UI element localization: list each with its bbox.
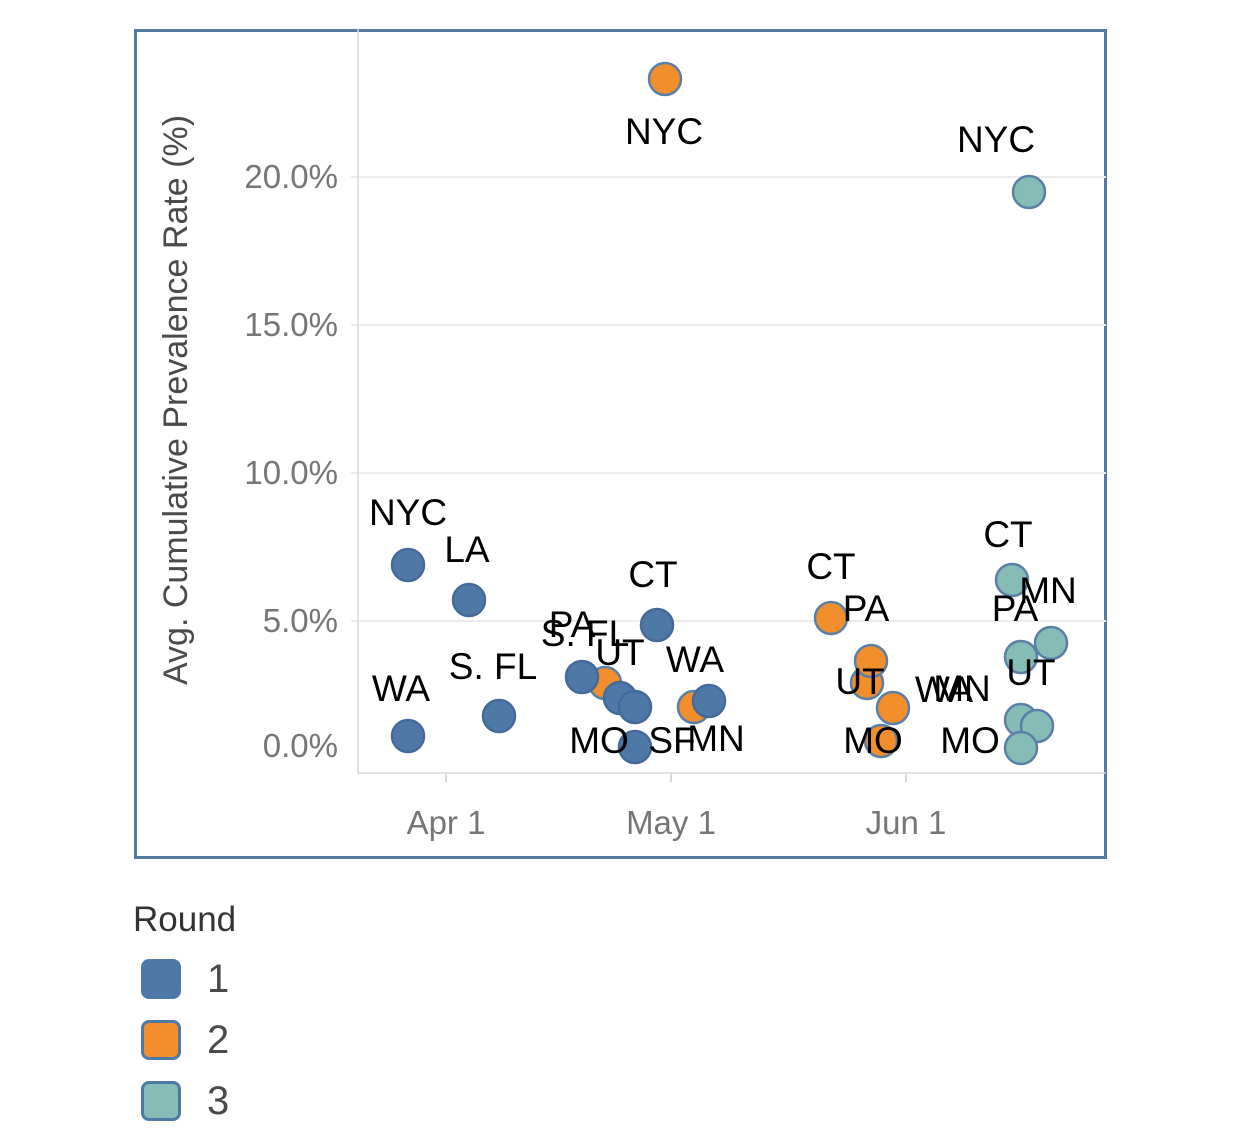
mark-label-mo-r1: MO xyxy=(569,720,629,761)
data-point-mn-r3[interactable] xyxy=(1033,625,1069,661)
y-tick-label: 15.0% xyxy=(244,306,338,343)
mark-label-la-r1: LA xyxy=(444,529,490,570)
mark-label-ut-r1: UT xyxy=(595,632,644,673)
mark-label-sfl-r2: S. FL xyxy=(541,613,629,654)
x-tick-label: Jun 1 xyxy=(866,804,947,841)
x-tick-label: Apr 1 xyxy=(407,804,486,841)
mark-label-mo-r3: MO xyxy=(940,720,1000,761)
mark-label-mn-r1: MN xyxy=(687,718,745,759)
mark-label-ct-r2: CT xyxy=(806,546,855,587)
data-point-la-r1[interactable] xyxy=(451,582,487,618)
y-tick-label: 0.0% xyxy=(263,727,338,764)
mark-label-sf-r1: SF xyxy=(648,720,695,761)
data-point-wa-r1[interactable] xyxy=(390,718,426,754)
data-point-mo-r3[interactable] xyxy=(1003,730,1039,766)
legend-item-label: 3 xyxy=(207,1078,230,1123)
mark-label-nyc-r3: NYC xyxy=(957,119,1035,160)
mark-label-wa-r2: WA xyxy=(666,639,725,680)
mark-label-mo-r2: MO xyxy=(843,720,903,761)
plot-border xyxy=(134,29,1107,859)
y-tick-label: 5.0% xyxy=(263,602,338,639)
mark-label-nyc-r1: NYC xyxy=(369,492,447,533)
legend-swatch-round-3-icon[interactable] xyxy=(141,1081,181,1121)
data-point-nyc-r1[interactable] xyxy=(390,547,426,583)
mark-label-mn-r2: MN xyxy=(933,668,991,709)
mark-label-sfl-r1: S. FL xyxy=(449,646,537,687)
y-axis-title: Avg. Cumulative Prevalence Rate (%) xyxy=(157,115,195,685)
mark-label-ct-r3: CT xyxy=(983,514,1032,555)
data-point-pa-r3[interactable] xyxy=(1003,639,1039,675)
legend-item-label: 1 xyxy=(207,956,230,1001)
data-point-nyc-r2[interactable] xyxy=(647,61,683,97)
data-point-ct-r3[interactable] xyxy=(994,562,1030,598)
data-point-nyc-r3[interactable] xyxy=(1011,174,1047,210)
legend-item-round-3[interactable]: 3 xyxy=(133,1078,236,1123)
legend-item-round-2[interactable]: 2 xyxy=(133,1017,236,1062)
mark-label-pa-r1: PA xyxy=(549,604,596,645)
data-point-pa-r1[interactable] xyxy=(564,659,600,695)
mark-label-pa-r2: PA xyxy=(843,588,890,629)
mark-label-pa-r3: PA xyxy=(992,588,1039,629)
data-point-mn-r1[interactable] xyxy=(691,683,727,719)
data-point-sfl-r1[interactable] xyxy=(481,698,517,734)
mark-label-mn-r3: MN xyxy=(1019,570,1077,611)
data-point-mo-r1[interactable] xyxy=(617,689,653,725)
legend-title: Round xyxy=(133,900,237,939)
data-point-mo-r2[interactable] xyxy=(863,723,899,759)
mark-label-wa-r1: WA xyxy=(372,668,431,709)
mark-label-wa-r3: WA xyxy=(915,669,974,710)
y-tick-label: 10.0% xyxy=(244,454,338,491)
mark-label-ut-r2: UT xyxy=(835,661,884,702)
data-point-ct-r1[interactable] xyxy=(639,607,675,643)
mark-label-ct-r1: CT xyxy=(628,554,677,595)
data-point-pa-r2[interactable] xyxy=(853,643,889,679)
mark-label-nyc-r2: NYC xyxy=(625,111,703,152)
mark-label-ut-r3: UT xyxy=(1006,652,1055,693)
legend-swatch-round-1-icon[interactable] xyxy=(141,959,181,999)
scatter-plot: Apr 1 May 1 Jun 1 0.0% 5.0% 10.0% 15.0% 20.0% Av… xyxy=(134,28,1107,859)
data-point-ct-r2[interactable] xyxy=(813,600,849,636)
y-tick-label: 20.0% xyxy=(244,158,338,195)
data-point-sf-r1[interactable] xyxy=(617,729,653,765)
legend: Round 1 2 3 xyxy=(133,900,236,1138)
legend-item-label: 2 xyxy=(207,1017,230,1062)
data-point-mn-r2[interactable] xyxy=(875,690,911,726)
x-tick-label: May 1 xyxy=(626,804,716,841)
legend-swatch-round-2-icon[interactable] xyxy=(141,1020,181,1060)
legend-item-round-1[interactable]: 1 xyxy=(133,956,236,1001)
